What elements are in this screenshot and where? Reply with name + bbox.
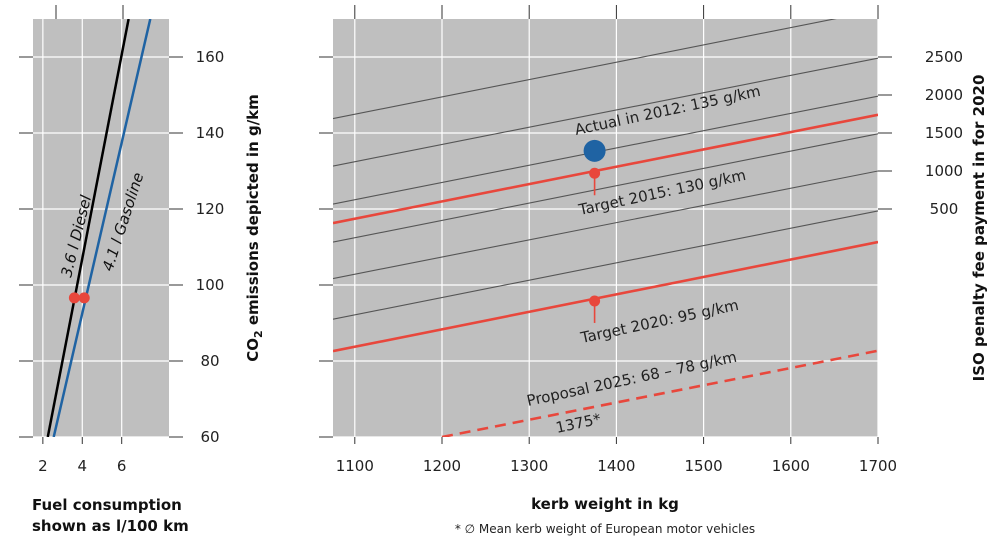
penalty-tick-label: 2500 [925,48,963,66]
y-axis-title-sub: 2 [252,330,265,338]
penalty-tick-label: 500 [930,200,959,218]
penalty-tick-label: 2000 [925,86,963,104]
penalty-line [333,170,878,280]
actual-2012-point [583,139,606,162]
penalty-axis: 500 1000 1500 2000 2500 [878,48,963,218]
target-2020-line [333,240,878,353]
main-x-ticks: 1100 1200 1300 1400 1500 1600 1700 [336,5,897,475]
main-panel-background [333,19,878,437]
main-y-tick-marks [319,56,333,438]
y-tick-label: 80 [200,352,219,370]
main-panel-grid [333,19,879,438]
main-x-tick-label: 1400 [597,457,635,475]
main-x-tick-label: 1200 [423,457,461,475]
penalty-line [333,19,837,120]
y-tick-label: 160 [196,48,225,66]
target-2015-point [589,167,601,179]
main-points [583,139,606,323]
diesel-line [46,19,130,437]
penalty-axis-title: ISO penalty fee payment in for 2020 [970,75,988,382]
fuel-xlabel-line1: Fuel consumption [32,496,182,514]
main-x-tick-label: 1700 [859,457,897,475]
main-x-tick-label: 1100 [336,457,374,475]
penalty-tick-label: 1500 [925,124,963,142]
penalty-line [333,57,878,167]
gasoline-line [52,19,152,437]
fuel-x-ticks: 2 4 6 [38,437,126,475]
y-tick-label: 140 [196,124,225,142]
fuel-points [68,292,90,304]
fuel-lines [46,19,152,437]
y-axis-title-rest: emissions depicted in g/km [244,94,262,330]
penalty-line [333,210,878,320]
footnote: * ∅ Mean kerb weight of European motor v… [455,522,755,536]
proposal-2025-line [441,349,878,437]
fuel-x-tick-label: 6 [117,457,127,475]
diesel-point [68,292,80,304]
fuel-y-tick-marks [19,5,183,438]
main-x-tick-label: 1500 [685,457,723,475]
y-tick-label: 100 [196,276,225,294]
fuel-xlabel-line2: shown as l/100 km [32,517,189,535]
y-tick-label: 120 [196,200,225,218]
fuel-x-tick-label: 2 [38,457,48,475]
penalty-tick-label: 1000 [925,162,963,180]
target-2020-point [589,295,601,307]
kerb-weight-panel: 1100 1200 1300 1400 1500 1600 1700 Actual in 2… [319,5,897,536]
y-tick-labels: 60 80 100 120 140 160 [196,48,225,446]
target-2015-line [333,113,878,225]
y-axis-title: CO2 emissions depicted in g/km [244,94,265,362]
y-axis-title-main: CO [244,338,262,362]
main-x-tick-label: 1300 [510,457,548,475]
fuel-panel-grid [33,19,169,438]
main-x-tick-label: 1600 [772,457,810,475]
penalty-line [333,133,878,243]
fuel-x-tick-label: 4 [78,457,88,475]
x-axis-title: kerb weight in kg [531,495,679,513]
gasoline-point [78,292,90,304]
y-tick-label: 60 [200,428,219,446]
